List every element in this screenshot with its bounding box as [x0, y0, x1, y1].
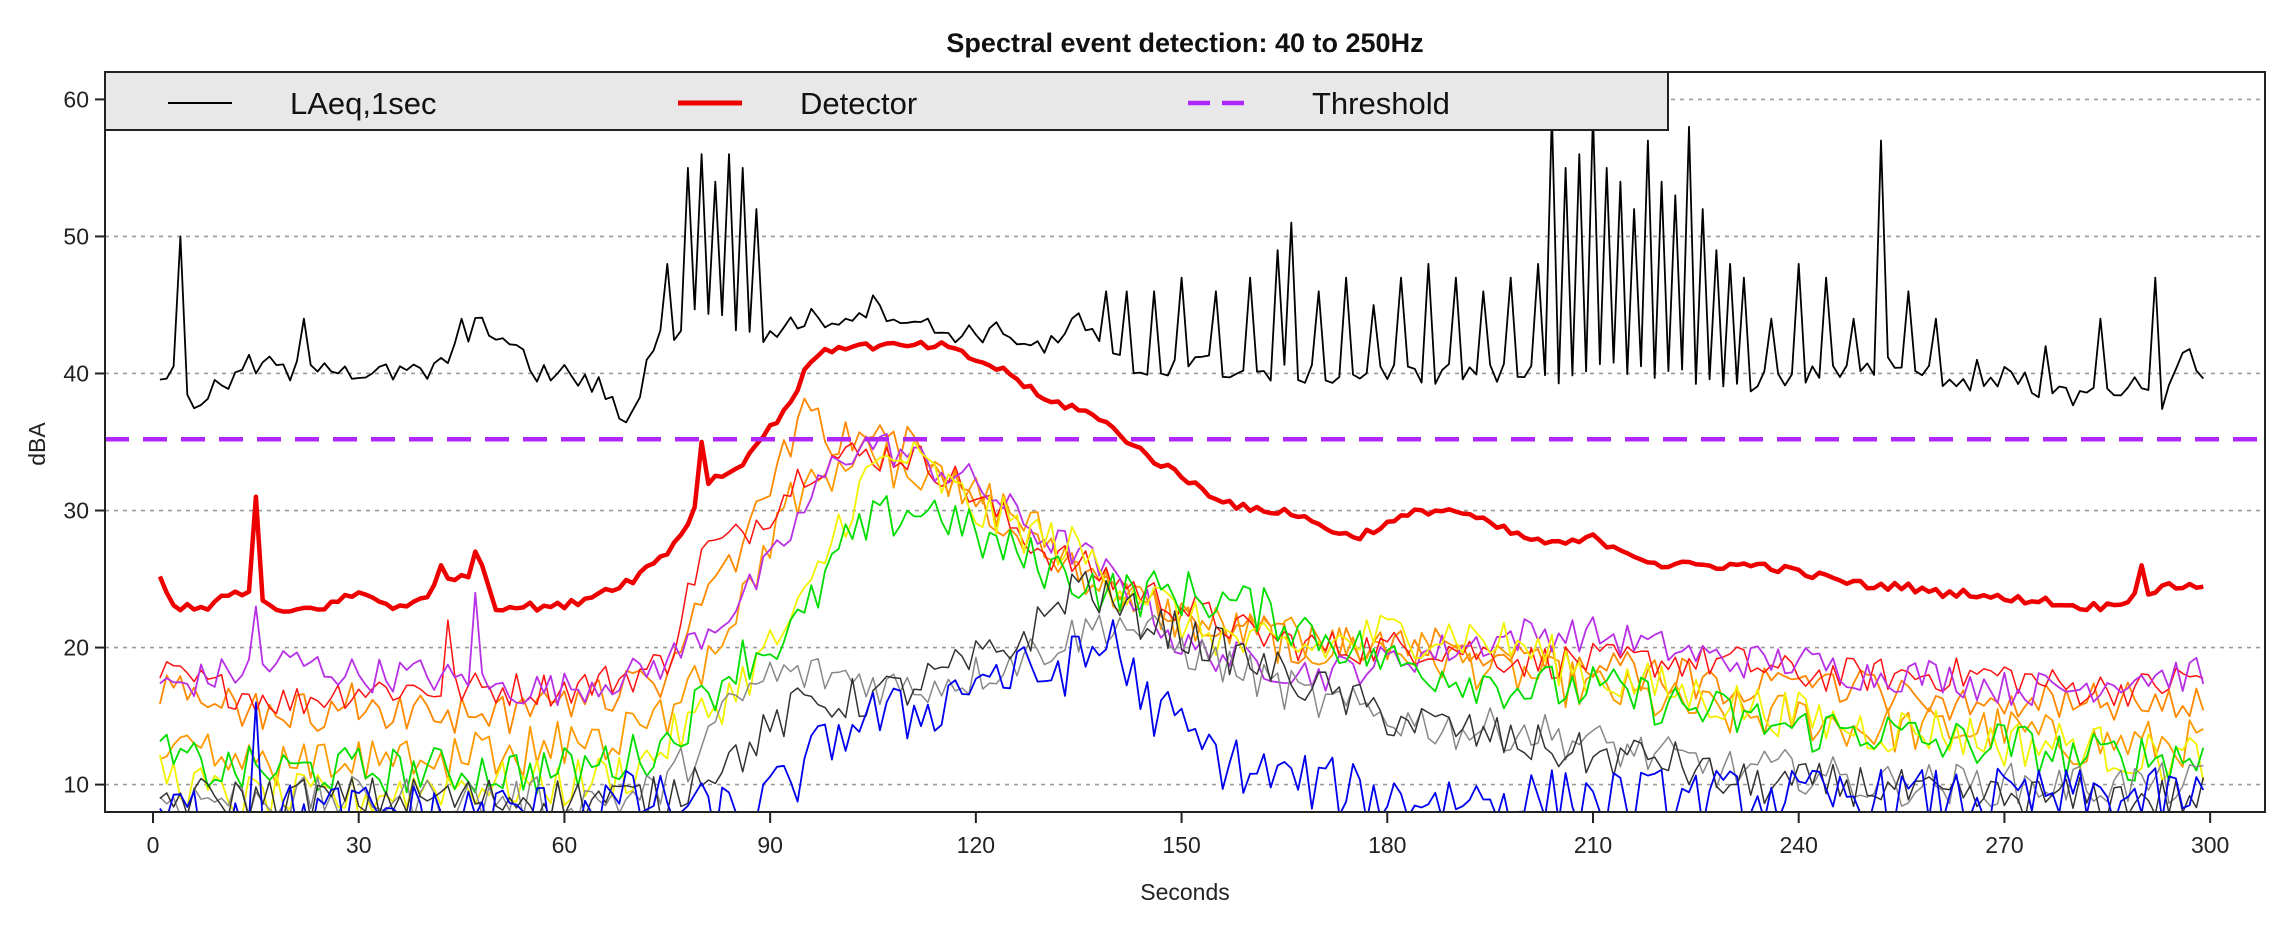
y-tick-label: 60: [63, 86, 89, 112]
y-tick-label: 10: [63, 772, 89, 798]
series-band-blue: [159, 619, 2205, 812]
x-tick-label: 270: [1985, 832, 2023, 858]
series-band-red: [159, 442, 2204, 715]
series-group: [157, 112, 2205, 812]
series-band-darkgray: [159, 570, 2205, 812]
x-tick-label: 240: [1780, 832, 1818, 858]
y-tick-label: 40: [63, 360, 89, 386]
series-band-yellow: [159, 440, 2205, 812]
y-tick-label: 30: [63, 498, 89, 524]
x-tick-label: 30: [346, 832, 372, 858]
legend-label-detector: Detector: [800, 86, 917, 121]
x-tick-label: 300: [2191, 832, 2229, 858]
series-band-magenta: [159, 433, 2205, 707]
series-detector: [157, 339, 2204, 614]
x-tick-label: 120: [957, 832, 995, 858]
x-axis: 0 30 60 90 120 150 180 210 240 270 300: [147, 812, 2229, 858]
series-band-gray: [159, 614, 2204, 812]
legend-label-threshold: Threshold: [1312, 86, 1450, 121]
x-tick-label: 180: [1368, 832, 1406, 858]
series-band-orange: [159, 397, 2205, 735]
y-tick-label: 50: [63, 223, 89, 249]
series-band-green: [159, 495, 2205, 796]
y-tick-label: 20: [63, 635, 89, 661]
legend-label-laeq: LAeq,1sec: [290, 86, 437, 121]
y-axis-label: dBA: [24, 422, 50, 466]
chart-title: Spectral event detection: 40 to 250Hz: [946, 28, 1423, 58]
series-laeq-1sec: [159, 112, 2204, 424]
x-tick-label: 210: [1574, 832, 1612, 858]
plot-frame: [104, 71, 2266, 813]
x-tick-label: 60: [552, 832, 578, 858]
x-tick-label: 0: [147, 832, 160, 858]
x-axis-label: Seconds: [1140, 879, 1230, 905]
legend: LAeq,1sec Detector Threshold: [104, 71, 1669, 131]
legend-box: [104, 71, 1669, 131]
x-tick-label: 90: [757, 832, 783, 858]
x-tick-label: 150: [1162, 832, 1200, 858]
y-axis: 10 20 30 40 50 60: [63, 86, 105, 798]
